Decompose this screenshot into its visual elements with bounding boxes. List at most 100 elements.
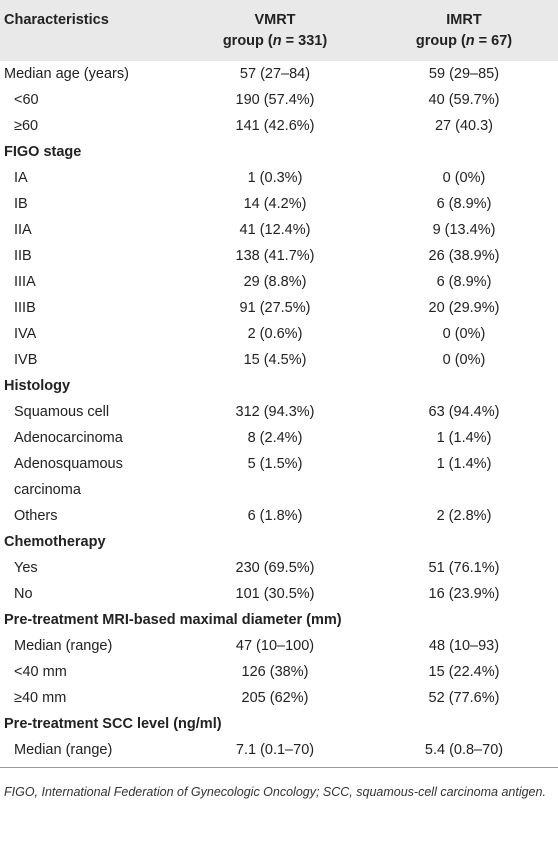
label-text: IVB bbox=[14, 352, 38, 368]
row-label: <60 bbox=[0, 87, 180, 113]
cell: 230 (69.5%) bbox=[235, 560, 315, 576]
section-title: FIGO stage bbox=[4, 144, 82, 160]
label-text: ≥60 bbox=[14, 118, 39, 134]
cell: 2 (0.6%) bbox=[247, 326, 303, 342]
row-label: Adenosquamous carcinoma bbox=[0, 451, 180, 503]
label-text: IIIA bbox=[14, 274, 36, 290]
cell: 0 (0%) bbox=[442, 352, 486, 368]
row-label: IIIA bbox=[0, 269, 180, 295]
column-var: n bbox=[465, 33, 475, 49]
row-label: No bbox=[0, 581, 180, 607]
group-row: Median age (years) 57 (27–84) 59 (29–85) bbox=[0, 61, 558, 87]
label-text: IA bbox=[14, 170, 28, 186]
cell: 0 (0%) bbox=[442, 170, 486, 186]
cell: 126 (38%) bbox=[241, 664, 309, 680]
cell: 5.4 (0.8–70) bbox=[424, 742, 504, 758]
section-title: Chemotherapy bbox=[4, 534, 106, 550]
data-row: <60 190 (57.4%) 40 (59.7%) bbox=[0, 87, 558, 113]
cell: 27 (40.3) bbox=[434, 118, 494, 134]
cell: 6 (1.8%) bbox=[247, 508, 303, 524]
data-row: Median (range) 7.1 (0.1–70) 5.4 (0.8–70) bbox=[0, 737, 558, 768]
cell: 7.1 (0.1–70) bbox=[235, 742, 315, 758]
column-group: group ( bbox=[222, 33, 273, 49]
cell: 57 (27–84) bbox=[239, 66, 311, 82]
cell: 16 (23.9%) bbox=[428, 586, 500, 602]
data-row: IB 14 (4.2%) 6 (8.9%) bbox=[0, 191, 558, 217]
row-label: Others bbox=[0, 503, 180, 529]
label-text: Adenocarcinoma bbox=[14, 430, 123, 446]
cell: 14 (4.2%) bbox=[243, 196, 307, 212]
cell: 8 (2.4%) bbox=[247, 430, 303, 446]
row-label: <40 mm bbox=[0, 659, 180, 685]
data-row: IIB 138 (41.7%) 26 (38.9%) bbox=[0, 243, 558, 269]
cell: 1 (1.4%) bbox=[436, 456, 492, 472]
cell: 205 (62%) bbox=[241, 690, 309, 706]
label-text: IB bbox=[14, 196, 28, 212]
table-body: Median age (years) 57 (27–84) 59 (29–85) <6… bbox=[0, 61, 558, 768]
column-group: = 67) bbox=[474, 33, 513, 49]
table-header: Characteristics VMRT group (n = 331) IMRT gr… bbox=[0, 0, 558, 61]
data-row: ≥60 141 (42.6%) 27 (40.3) bbox=[0, 113, 558, 139]
label-text: Yes bbox=[14, 560, 38, 576]
cell: 0 (0%) bbox=[442, 326, 486, 342]
section-title: Histology bbox=[4, 378, 71, 394]
footnote: FIGO, International Federation of Gyneco… bbox=[4, 785, 546, 799]
label-text: IVA bbox=[14, 326, 37, 342]
cell: 101 (30.5%) bbox=[235, 586, 315, 602]
cell: 2 (2.8%) bbox=[436, 508, 492, 524]
cell: 6 (8.9%) bbox=[436, 196, 492, 212]
row-label: IVA bbox=[0, 321, 180, 347]
label-text: Median (range) bbox=[14, 638, 113, 654]
group-row: Pre-treatment SCC level (ng/ml) bbox=[0, 711, 558, 737]
data-row: <40 mm 126 (38%) 15 (22.4%) bbox=[0, 659, 558, 685]
label-text: No bbox=[14, 586, 33, 602]
row-label: IB bbox=[0, 191, 180, 217]
group-row: Pre-treatment MRI-based maximal diameter… bbox=[0, 607, 558, 633]
data-row: Others 6 (1.8%) 2 (2.8%) bbox=[0, 503, 558, 529]
cell: 48 (10–93) bbox=[428, 638, 500, 654]
header-cell: Characteristics bbox=[4, 12, 109, 28]
group-row: Histology bbox=[0, 373, 558, 399]
row-label: Median (range) bbox=[0, 633, 180, 659]
row-label: ≥60 bbox=[0, 113, 180, 139]
data-row: IVA 2 (0.6%) 0 (0%) bbox=[0, 321, 558, 347]
data-row: IIIB 91 (27.5%) 20 (29.9%) bbox=[0, 295, 558, 321]
cell: 141 (42.6%) bbox=[235, 118, 315, 134]
cell: 20 (29.9%) bbox=[428, 300, 500, 316]
column-group: = 331) bbox=[281, 33, 328, 49]
row-label: ≥40 mm bbox=[0, 685, 180, 711]
row-label: Adenocarcinoma bbox=[0, 425, 180, 451]
row-label: IA bbox=[0, 165, 180, 191]
data-row: Adenosquamous carcinoma 5 (1.5%) 1 (1.4%) bbox=[0, 451, 558, 503]
cell: 6 (8.9%) bbox=[436, 274, 492, 290]
label-text: IIB bbox=[14, 248, 32, 264]
column-group: group ( bbox=[415, 33, 466, 49]
cell: 5 (1.5%) bbox=[247, 456, 303, 472]
label-text: Median (range) bbox=[14, 742, 113, 758]
data-row: IIA 41 (12.4%) 9 (13.4%) bbox=[0, 217, 558, 243]
data-row: ≥40 mm 205 (62%) 52 (77.6%) bbox=[0, 685, 558, 711]
row-label: IVB bbox=[0, 347, 180, 373]
label-text: Others bbox=[14, 508, 58, 524]
data-row: Yes 230 (69.5%) 51 (76.1%) bbox=[0, 555, 558, 581]
cell: 51 (76.1%) bbox=[428, 560, 500, 576]
label-text: Squamous cell bbox=[14, 404, 110, 420]
label-text: IIA bbox=[14, 222, 32, 238]
cell: 59 (29–85) bbox=[428, 66, 500, 82]
label-text: ≥40 mm bbox=[14, 690, 67, 706]
header-cell: VMRT group (n = 331) bbox=[180, 0, 370, 61]
section-title: Pre-treatment MRI-based maximal diameter… bbox=[4, 612, 342, 628]
label-text: <40 mm bbox=[14, 664, 67, 680]
row-label: IIIB bbox=[0, 295, 180, 321]
row-label: IIA bbox=[0, 217, 180, 243]
cell: 29 (8.8%) bbox=[243, 274, 307, 290]
data-row: No 101 (30.5%) 16 (23.9%) bbox=[0, 581, 558, 607]
group-row: FIGO stage bbox=[0, 139, 558, 165]
cell: 9 (13.4%) bbox=[432, 222, 496, 238]
label-text: IIIB bbox=[14, 300, 36, 316]
row-label: Yes bbox=[0, 555, 180, 581]
cell: 312 (94.3%) bbox=[235, 404, 315, 420]
column-name: IMRT bbox=[446, 12, 482, 28]
header-cell: IMRT group (n = 67) bbox=[370, 0, 558, 61]
